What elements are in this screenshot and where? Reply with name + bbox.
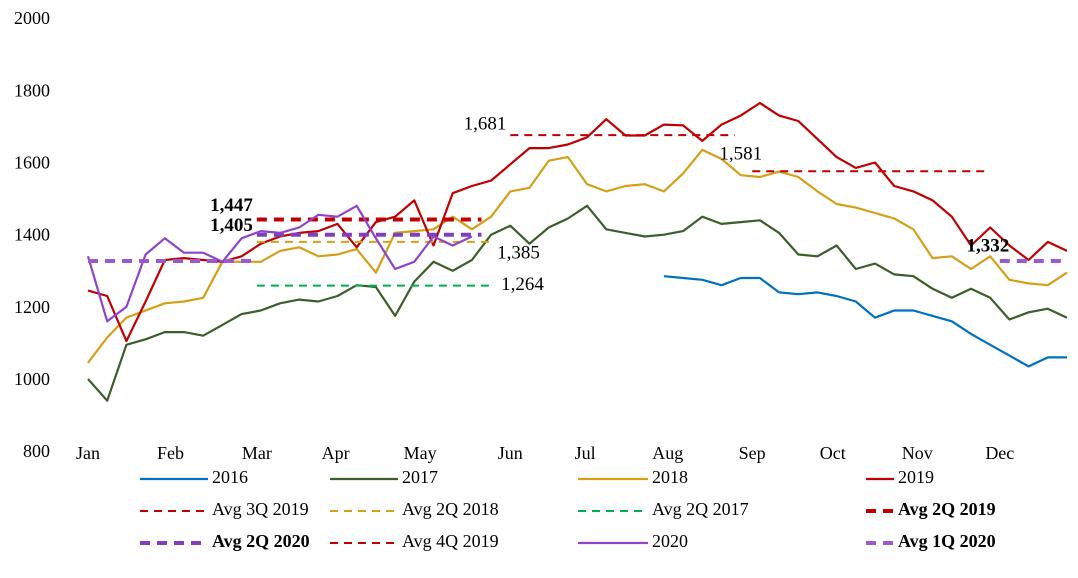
x-tick-label: Dec [985, 443, 1014, 463]
x-tick-label: Oct [820, 443, 846, 463]
legend-label: Avg 2Q 2017 [652, 499, 749, 519]
legend-label: 2020 [652, 531, 688, 551]
data-label: 1,385 [497, 242, 540, 263]
x-tick-label: Jun [498, 443, 523, 463]
x-tick-label: Aug [652, 443, 683, 463]
legend-label: 2018 [652, 467, 688, 487]
x-tick-label: Jul [575, 443, 596, 463]
series-line [663, 275, 1067, 368]
y-tick-label: 1200 [14, 297, 50, 317]
x-tick-label: Jan [76, 443, 100, 463]
series-line [87, 101, 1068, 343]
legend-label: Avg 2Q 2019 [898, 499, 996, 519]
x-tick-label: Apr [322, 443, 350, 463]
y-tick-label: 1000 [14, 369, 50, 389]
data-label: 1,681 [464, 113, 507, 134]
legend-label: Avg 2Q 2020 [212, 531, 310, 551]
legend-label: 2019 [898, 467, 934, 487]
x-tick-label: Sep [739, 443, 766, 463]
x-tick-label: Nov [902, 443, 933, 463]
legend-label: Avg 3Q 2019 [212, 499, 309, 519]
x-tick-label: Feb [157, 443, 184, 463]
y-tick-label: 1400 [14, 225, 50, 245]
series-line [87, 204, 1068, 402]
data-label: 1,405 [210, 215, 253, 236]
y-tick-label: 1600 [14, 152, 50, 172]
series-line [87, 148, 1068, 364]
y-tick-label: 800 [23, 441, 50, 461]
y-tick-label: 2000 [14, 8, 50, 28]
data-label: 1,447 [210, 195, 253, 216]
data-label: 1,264 [501, 274, 544, 295]
data-label: 1,581 [719, 144, 762, 165]
series-line [86, 204, 473, 323]
legend-label: Avg 1Q 2020 [898, 531, 996, 551]
legend-label: 2016 [212, 467, 248, 487]
data-label: 1,332 [966, 235, 1009, 256]
legend-label: Avg 2Q 2018 [402, 499, 499, 519]
x-tick-label: May [404, 443, 437, 463]
y-tick-label: 1800 [14, 80, 50, 100]
legend-label: 2017 [402, 467, 438, 487]
legend-label: Avg 4Q 2019 [402, 531, 499, 551]
x-tick-label: Mar [242, 443, 272, 463]
